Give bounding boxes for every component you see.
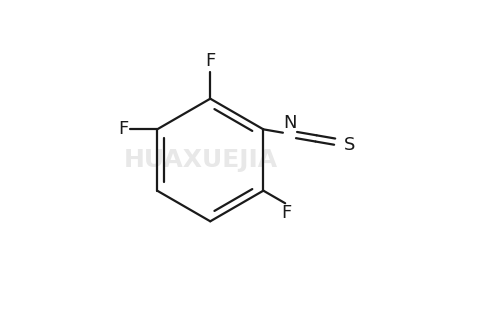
Text: F: F: [119, 120, 129, 138]
Text: F: F: [205, 52, 215, 70]
Text: HUAXUEJIA: HUAXUEJIA: [124, 148, 278, 172]
Text: F: F: [281, 204, 292, 222]
Text: N: N: [283, 114, 297, 132]
Text: S: S: [344, 136, 355, 154]
